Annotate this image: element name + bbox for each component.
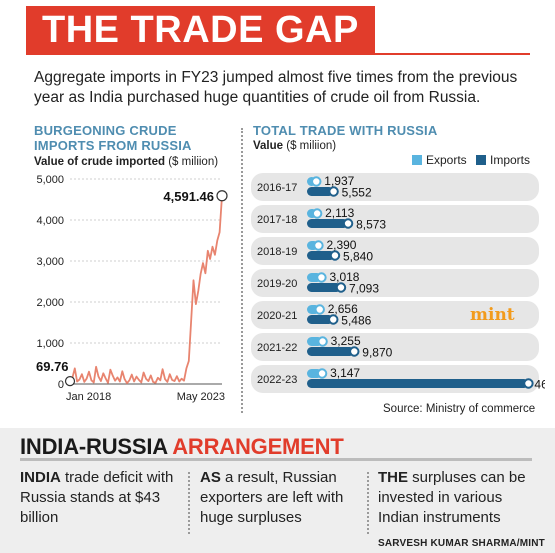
col2-lead: AS bbox=[200, 469, 221, 486]
arrangement-col-2: AS a result, Russian exporters are left … bbox=[200, 468, 362, 528]
imports-bar-end bbox=[328, 314, 339, 325]
trade-category-label: 2021-22 bbox=[257, 342, 297, 354]
col3-text: surpluses can be invested in various Ind… bbox=[378, 469, 526, 526]
title-band: THE TRADE GAP bbox=[0, 0, 555, 62]
legend-exports: Exports bbox=[412, 153, 467, 167]
credit-line: SARVESH KUMAR SHARMA/MINT bbox=[377, 538, 545, 549]
crude-line-series bbox=[69, 195, 223, 385]
imports-swatch bbox=[476, 155, 486, 165]
imports-value-label: 5,840 bbox=[343, 250, 373, 264]
crude-ytick-label: 2,000 bbox=[36, 297, 64, 309]
col1-lead: INDIA bbox=[20, 469, 61, 486]
source-note: Source: Ministry of commerce bbox=[383, 403, 536, 415]
exports-bar-end bbox=[314, 304, 325, 315]
crude-ytick-label: 3,000 bbox=[36, 256, 64, 268]
crude-ytick-label: 5,000 bbox=[36, 174, 64, 186]
trade-chart-ylabel: Value ($ miliion) bbox=[253, 140, 336, 152]
mint-watermark: mint bbox=[470, 305, 515, 325]
col2-text: a result, Russian exporters are left wit… bbox=[200, 469, 344, 526]
exports-value-label: 2,390 bbox=[326, 238, 356, 252]
col-separator-1 bbox=[188, 472, 190, 534]
crude-start-label: 69.76 bbox=[36, 359, 69, 374]
intro-text: Aggregate imports in FY23 jumped almost … bbox=[34, 69, 518, 106]
trade-category-label: 2017-18 bbox=[257, 214, 297, 226]
arrangement-panel: INDIA-RUSSIA ARRANGEMENT INDIA trade def… bbox=[0, 428, 555, 553]
col1-text: trade deficit with Russia stands at $43 … bbox=[20, 469, 174, 526]
trade-category-label: 2020-21 bbox=[257, 310, 297, 322]
exports-bar-end bbox=[317, 336, 328, 347]
legend-exports-label: Exports bbox=[426, 153, 467, 167]
imports-bar bbox=[307, 187, 334, 196]
title-rule bbox=[26, 53, 530, 55]
trade-category-label: 2016-17 bbox=[257, 182, 297, 194]
crude-ylabel-unit: ($ miliion) bbox=[168, 156, 219, 168]
arrangement-col-1: INDIA trade deficit with Russia stands a… bbox=[20, 468, 180, 528]
exports-value-label: 2,656 bbox=[328, 302, 358, 316]
page-title: THE TRADE GAP bbox=[26, 6, 375, 54]
exports-value-label: 1,937 bbox=[324, 174, 354, 188]
exports-bar-end bbox=[316, 272, 327, 283]
crude-xtick-label: Jan 2018 bbox=[66, 391, 111, 403]
exports-bar-end bbox=[311, 176, 322, 187]
imports-bar bbox=[307, 251, 335, 260]
crude-ytick-label: 4,000 bbox=[36, 215, 64, 227]
exports-value-label: 3,018 bbox=[329, 270, 359, 284]
imports-value-label: 8,573 bbox=[356, 218, 386, 232]
chart-divider bbox=[241, 128, 243, 413]
exports-bar-end bbox=[316, 368, 328, 379]
crude-end-label: 4,591.46 bbox=[163, 189, 214, 204]
trade-ylabel-bold: Value bbox=[253, 140, 284, 152]
imports-value-label: 7,093 bbox=[349, 282, 379, 296]
imports-bar-end bbox=[335, 282, 347, 293]
arrangement-rule bbox=[20, 458, 532, 461]
exports-bar-end bbox=[311, 208, 323, 219]
imports-bar-end bbox=[523, 378, 534, 389]
crude-chart-title-line2: IMPORTS FROM RUSSIA bbox=[34, 138, 192, 153]
col-separator-2 bbox=[367, 472, 369, 534]
imports-bar bbox=[307, 315, 334, 324]
exports-value-label: 3,147 bbox=[330, 366, 360, 380]
arrangement-heading: INDIA-RUSSIA ARRANGEMENT bbox=[20, 434, 344, 460]
crude-ytick-label: 1,000 bbox=[36, 338, 64, 350]
crude-imports-line-chart: 0 1,000 2,000 3,000 4,000 5,000 69.76 4,591.46 J… bbox=[36, 174, 228, 403]
legend-imports: Imports bbox=[476, 153, 530, 167]
trade-chart-title: TOTAL TRADE WITH RUSSIA bbox=[253, 123, 438, 138]
imports-value-label: 5,486 bbox=[341, 314, 371, 328]
crude-ylabel-bold: Value of crude imported bbox=[34, 156, 165, 168]
trade-category-label: 2022-23 bbox=[257, 374, 297, 386]
crude-start-point bbox=[64, 376, 76, 387]
crude-chart-title-line1: BURGEONING CRUDE bbox=[34, 123, 177, 138]
arrangement-heading-highlight: INDIA-RUSSIA bbox=[20, 434, 168, 459]
crude-end-point bbox=[216, 190, 228, 202]
exports-bar-end bbox=[313, 240, 324, 251]
imports-bar bbox=[307, 347, 355, 356]
imports-bar bbox=[307, 219, 349, 228]
col3-lead: THE bbox=[378, 469, 408, 486]
imports-bar-end bbox=[329, 250, 341, 261]
arrangement-col-3: THE surpluses can be invested in various… bbox=[378, 468, 538, 528]
trade-category-label: 2018-19 bbox=[257, 246, 297, 258]
imports-bar-end bbox=[342, 218, 354, 229]
crude-xtick-label: May 2023 bbox=[177, 391, 225, 403]
trade-category-label: 2019-20 bbox=[257, 278, 297, 290]
imports-bar-end bbox=[328, 186, 339, 197]
imports-bar bbox=[307, 379, 529, 388]
imports-bar bbox=[307, 283, 341, 292]
imports-value-label: 9,870 bbox=[362, 346, 392, 360]
imports-value-label: 46,213 bbox=[534, 378, 545, 392]
crude-ytick-label: 0 bbox=[58, 379, 64, 391]
imports-bar-end bbox=[349, 346, 360, 357]
crude-chart-ylabel: Value of crude imported ($ miliion) bbox=[34, 156, 218, 168]
legend-imports-label: Imports bbox=[490, 153, 531, 167]
exports-value-label: 3,255 bbox=[331, 334, 361, 348]
exports-swatch bbox=[412, 155, 422, 165]
arrangement-heading-rest: ARRANGEMENT bbox=[172, 434, 344, 459]
exports-value-label: 2,113 bbox=[325, 206, 354, 220]
trade-ylabel-unit: ($ miliion) bbox=[286, 140, 337, 152]
imports-value-label: 5,552 bbox=[342, 186, 372, 200]
